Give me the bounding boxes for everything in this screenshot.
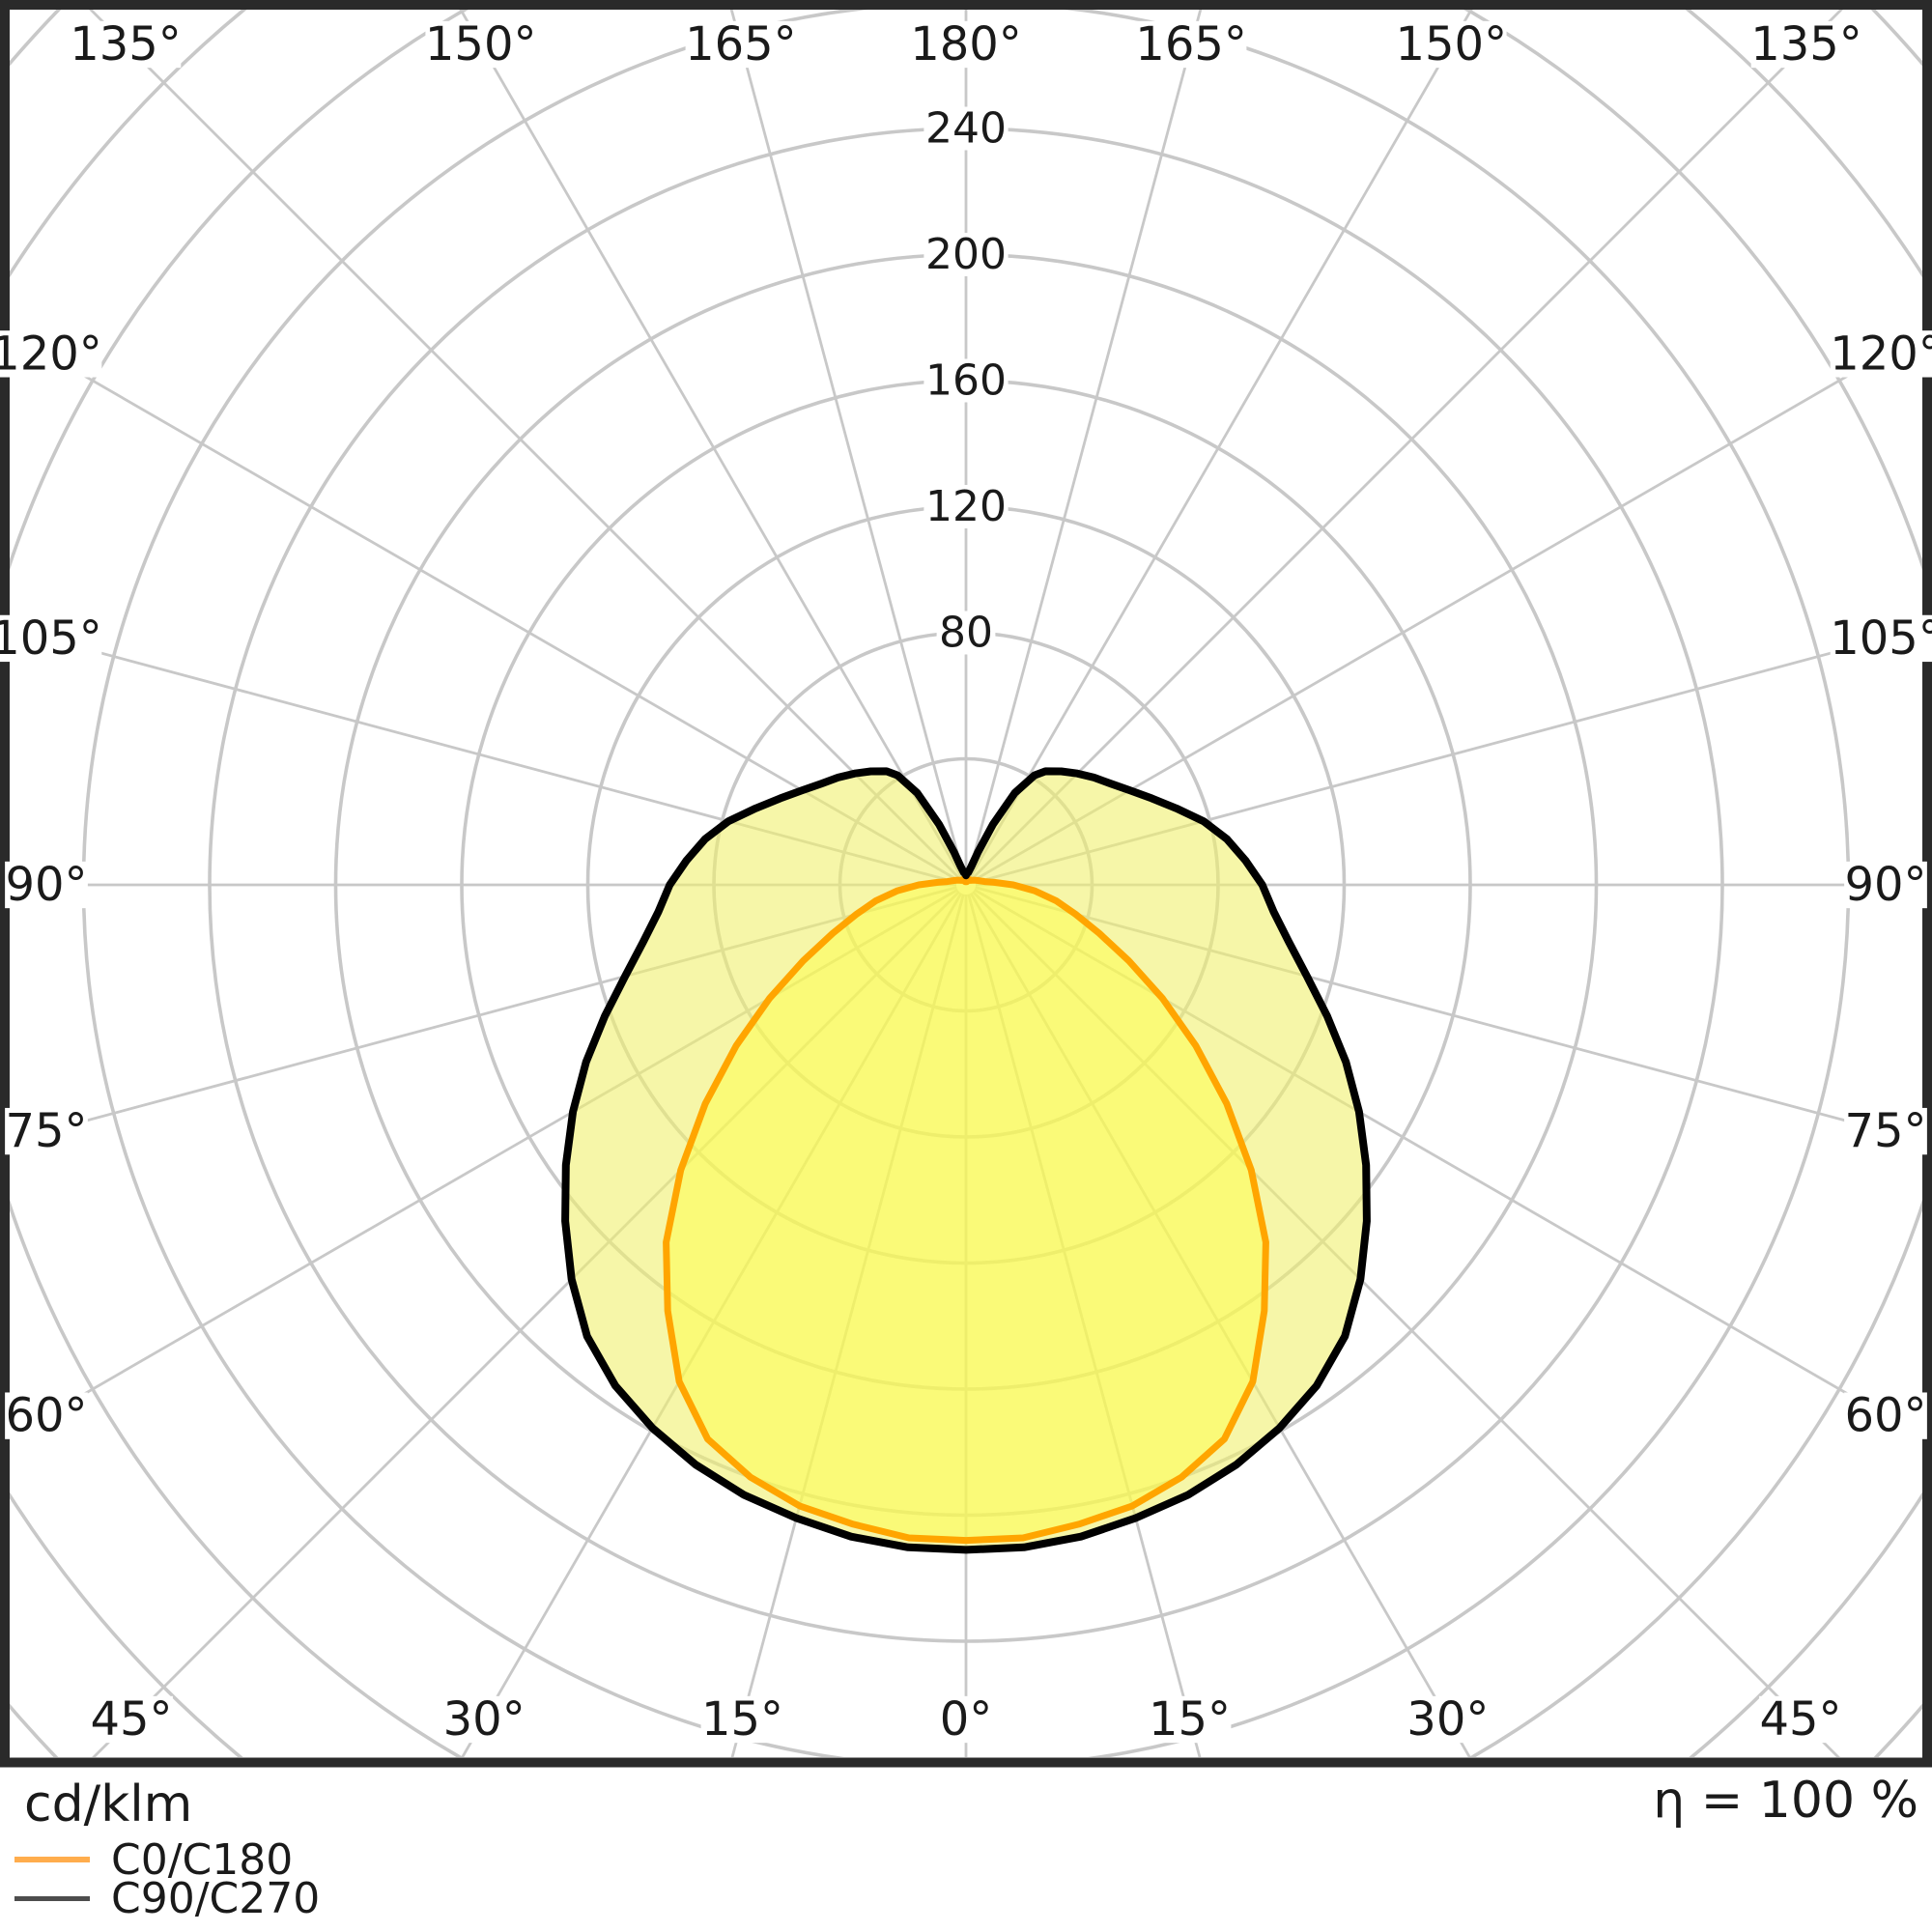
legend-item-c0-c180: C0/C180 xyxy=(14,1834,294,1885)
svg-text:75°: 75° xyxy=(5,1104,87,1158)
svg-text:75°: 75° xyxy=(1844,1104,1926,1158)
legend-item-c90-c270: C90/C270 xyxy=(14,1873,321,1923)
svg-text:135°: 135° xyxy=(70,17,182,71)
svg-text:30°: 30° xyxy=(443,1692,526,1747)
svg-text:15°: 15° xyxy=(701,1692,783,1747)
svg-text:105°: 105° xyxy=(1830,611,1932,666)
svg-text:120°: 120° xyxy=(1830,327,1932,381)
svg-text:105°: 105° xyxy=(0,611,102,666)
svg-text:60°: 60° xyxy=(1844,1389,1926,1443)
series-fill-c90-c270 xyxy=(565,771,1367,1550)
legend-label-c0-c180: C0/C180 xyxy=(111,1834,294,1885)
svg-text:90°: 90° xyxy=(5,858,87,912)
svg-text:240: 240 xyxy=(925,104,1007,154)
legend-label-c90-c270: C90/C270 xyxy=(111,1873,321,1923)
svg-text:160: 160 xyxy=(925,356,1007,406)
series-curve-c90-c270 xyxy=(561,767,1371,1554)
svg-text:15°: 15° xyxy=(1149,1692,1231,1747)
svg-text:80: 80 xyxy=(939,609,993,658)
svg-text:45°: 45° xyxy=(1759,1692,1841,1747)
svg-text:135°: 135° xyxy=(1750,17,1862,71)
angle-tick-labels: 0° 15° 15° 30° 30° 45° 45° 60° 60° 75° 75° 90° 90° 10… xyxy=(0,17,1932,1747)
legend-swatch-c90-c270-line xyxy=(14,1895,90,1901)
svg-text:0°: 0° xyxy=(940,1692,993,1747)
svg-text:45°: 45° xyxy=(90,1692,172,1747)
svg-text:120: 120 xyxy=(925,482,1007,531)
svg-text:120°: 120° xyxy=(0,327,102,381)
svg-text:30°: 30° xyxy=(1406,1692,1489,1747)
series-fill-c0-c180 xyxy=(666,879,1266,1541)
svg-text:165°: 165° xyxy=(685,17,797,71)
svg-text:150°: 150° xyxy=(425,17,537,71)
svg-text:60°: 60° xyxy=(5,1389,87,1443)
radial-tick-labels: 80 120 160 200 240 xyxy=(923,104,1009,658)
svg-text:150°: 150° xyxy=(1395,17,1507,71)
series-curve-c0-c180 xyxy=(663,875,1269,1545)
svg-text:200: 200 xyxy=(925,230,1007,279)
efficiency-label: η = 100 % xyxy=(1653,1772,1918,1830)
units-label: cd/klm xyxy=(24,1776,193,1833)
svg-text:180°: 180° xyxy=(910,17,1022,71)
svg-text:90°: 90° xyxy=(1844,858,1926,912)
legend-swatch-c0-c180-line xyxy=(14,1857,90,1862)
svg-text:165°: 165° xyxy=(1135,17,1247,71)
chart-frame xyxy=(0,0,1932,1768)
